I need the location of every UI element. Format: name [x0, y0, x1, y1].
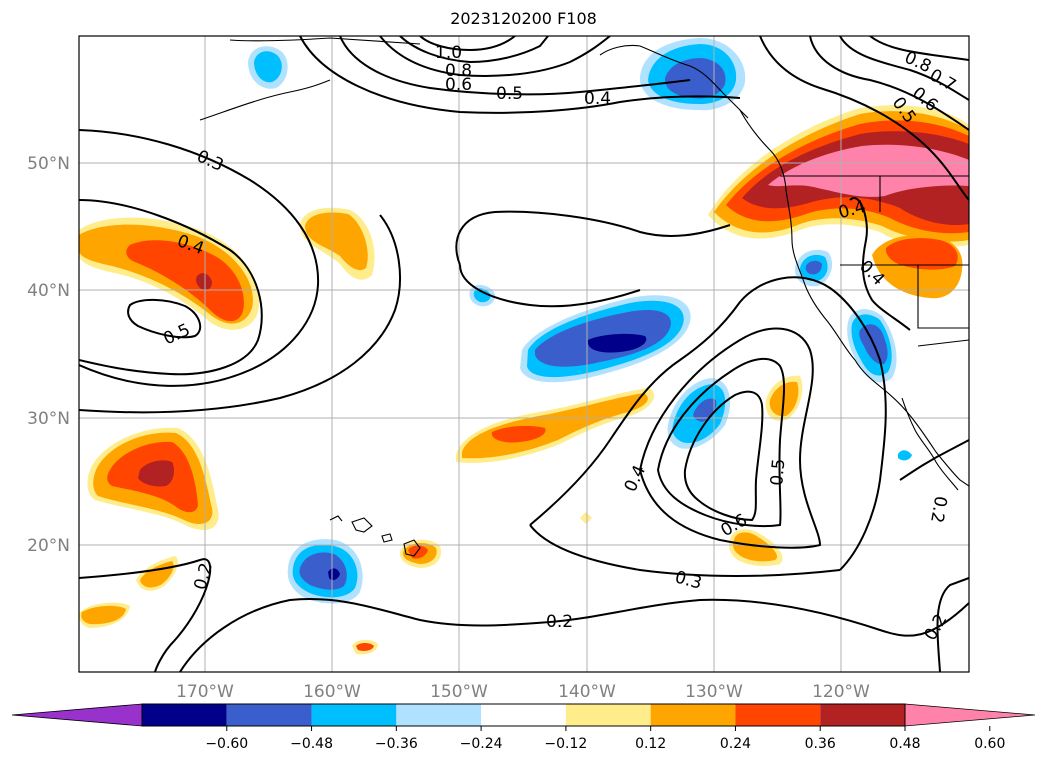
- colorbar-extend-low: [11, 703, 143, 727]
- lon-label: 160°W: [303, 682, 361, 702]
- colorbar-segment: [565, 704, 651, 726]
- shade-subtropical-positive-band: [456, 388, 655, 463]
- contour-label: 0.5: [496, 84, 523, 104]
- coastline-aleutians: [199, 37, 421, 121]
- lat-label: 30°N: [27, 409, 70, 429]
- contour-label: 0.2: [546, 612, 573, 632]
- contour-label: 0.2: [921, 611, 952, 644]
- contour-label: 0.5: [767, 458, 789, 487]
- colorbar-tick-label: 0.24: [720, 736, 751, 752]
- lon-label: 140°W: [558, 682, 616, 702]
- contour-line: [299, 36, 741, 114]
- coastline-north-america: [739, 109, 969, 487]
- shade-central-pacific-negative: [520, 295, 691, 383]
- shading-layer: [79, 38, 969, 655]
- map-frame: [78, 35, 970, 673]
- longitude-labels: 170°W 160°W 150°W 140°W 130°W 120°W: [176, 682, 870, 702]
- colorbar: −0.60 −0.48 −0.36 −0.24 −0.12 0.12 0.24 0.36 0.4…: [11, 703, 1036, 752]
- colorbar-tick-label: −0.36: [375, 736, 418, 752]
- lon-label: 120°W: [812, 682, 870, 702]
- colorbar-tick-label: 0.36: [805, 736, 836, 752]
- colorbar-tick-label: −0.24: [460, 736, 503, 752]
- lat-label: 40°N: [27, 281, 70, 301]
- colorbar-segment: [396, 704, 482, 726]
- contour-label: 0.3: [194, 146, 227, 176]
- shade-west-pacific-positive: [79, 217, 260, 330]
- contour-label: 0.4: [621, 462, 651, 495]
- colorbar-segment: [481, 704, 566, 726]
- contour-line: [936, 577, 969, 672]
- shade-hawaii-negative: [287, 539, 363, 604]
- contour-line: [759, 36, 969, 201]
- lon-label: 150°W: [430, 682, 488, 702]
- shade-small-positives: [79, 512, 783, 655]
- contour-label: 0.3: [673, 567, 704, 593]
- contour-line: [849, 197, 911, 331]
- coastline-baja: [901, 397, 959, 491]
- colorbar-tick-label: −0.60: [205, 736, 248, 752]
- contour-line-0.4-west: [79, 199, 263, 376]
- colorbar-tick-label: −0.48: [290, 736, 333, 752]
- colorbar-tick-label: −0.12: [544, 736, 587, 752]
- lat-label: 20°N: [27, 536, 70, 556]
- contour-line: [869, 36, 969, 61]
- shade-central-north-positive: [300, 207, 375, 280]
- colorbar-segment: [650, 704, 736, 726]
- contour-label: 0.2: [191, 561, 217, 592]
- colorbar-tick-label: 0.12: [635, 736, 666, 752]
- latitude-labels: 50°N 40°N 30°N 20°N: [27, 154, 70, 556]
- colorbar-outline: [141, 703, 906, 727]
- contour-line-0.5-east: [656, 357, 785, 528]
- contour-line: [809, 36, 969, 131]
- contour-label: 0.8: [901, 48, 934, 78]
- contour-label: 0.4: [584, 89, 611, 109]
- colorbar-segment: [226, 704, 312, 726]
- contour-label: 0.8: [445, 61, 472, 81]
- coastline-alaska: [599, 44, 749, 119]
- contour-line-0.5-west: [127, 298, 202, 339]
- contour-line: [79, 214, 401, 414]
- contour-layer: [79, 36, 969, 672]
- lon-label: 130°W: [685, 682, 743, 702]
- colorbar-segment: [820, 704, 905, 726]
- contour-line: [899, 439, 969, 481]
- contour-line: [455, 210, 731, 266]
- lat-label: 50°N: [27, 154, 70, 174]
- contour-line: [459, 264, 641, 308]
- contour-label: 1.0: [435, 43, 462, 63]
- contour-line-0.2-west: [79, 558, 212, 672]
- colorbar-tick-label: 0.60: [974, 736, 1005, 752]
- shade-west-subtropical-positive: [87, 427, 219, 530]
- coastline-hawaii: [329, 515, 421, 557]
- contour-line-0.2-south: [179, 598, 969, 672]
- contour-line: [339, 36, 691, 96]
- contour-line-0.4-east: [638, 327, 822, 549]
- contour-label: 0.6: [445, 75, 472, 95]
- state-borders: [840, 176, 969, 347]
- coastlines: [199, 37, 969, 557]
- contour-line: [419, 36, 516, 52]
- contour-line: [839, 36, 969, 101]
- shade-negative-130w: [667, 378, 731, 449]
- map-title: 2023120200 F108: [450, 9, 597, 28]
- lon-label: 170°W: [176, 682, 234, 702]
- colorbar-segment: [142, 704, 227, 726]
- contour-line-0.3-south: [529, 524, 841, 577]
- contour-line-0.6-east: [683, 390, 764, 522]
- colorbar-tick-label: 0.48: [889, 736, 920, 752]
- contour-line-0.3-east: [529, 276, 887, 571]
- contour-line: [379, 36, 611, 77]
- contour-label: 0.5: [160, 320, 193, 350]
- graticule: [79, 36, 969, 672]
- contour-line-0.3-west: [79, 129, 320, 387]
- contour-line: [399, 36, 549, 64]
- contour-label: 0.2: [926, 494, 950, 524]
- shade-small-aleutian-negative: [248, 46, 288, 89]
- shade-pacific-northwest: [708, 105, 969, 299]
- colorbar-segment: [311, 704, 397, 726]
- colorbar-extend-high: [904, 703, 1036, 727]
- colorbar-segment: [735, 704, 821, 726]
